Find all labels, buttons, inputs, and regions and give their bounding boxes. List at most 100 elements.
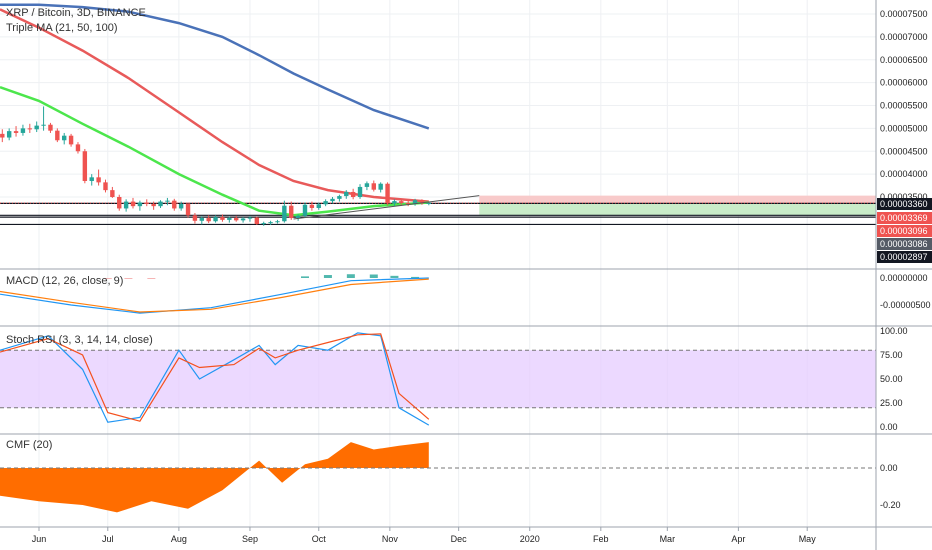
- price-tick-label: 0.00007500: [880, 9, 928, 19]
- candle: [357, 184, 363, 199]
- candle-body: [34, 125, 39, 130]
- candle-body: [405, 202, 411, 204]
- position-risk-zone[interactable]: [479, 195, 876, 203]
- time-tick-label: Jun: [32, 534, 47, 544]
- candle: [240, 217, 246, 223]
- candle-body: [199, 218, 205, 221]
- trendline[interactable]: [293, 195, 480, 220]
- time-tick-label: Feb: [593, 534, 609, 544]
- candle-body: [130, 201, 136, 207]
- indicator-title: Triple MA (21, 50, 100): [6, 22, 117, 34]
- candle: [82, 148, 88, 184]
- stoch-panel[interactable]: Stoch RSI (3, 3, 14, 14, close): [0, 332, 876, 426]
- candle: [309, 201, 315, 211]
- macd-bar: [147, 278, 156, 279]
- candle: [68, 133, 74, 147]
- position-reward-zone[interactable]: [479, 202, 876, 216]
- price-tick-label: 0.00005000: [880, 123, 928, 133]
- candle-body: [385, 183, 390, 204]
- time-axis[interactable]: Jun Jul Aug Sep Oct Nov Dec 2020 Feb Mar Apr May: [32, 527, 816, 544]
- candle: [323, 199, 328, 207]
- candle-body: [165, 200, 170, 202]
- candle-body: [206, 218, 211, 222]
- candle: [337, 194, 342, 202]
- candle-body: [364, 183, 370, 187]
- candle: [254, 216, 260, 225]
- candle: [27, 123, 33, 133]
- cmf-panel[interactable]: CMF (20): [0, 439, 876, 513]
- candle-body: [185, 203, 191, 216]
- candles: [0, 106, 432, 226]
- candle-body: [158, 201, 163, 207]
- candle-body: [392, 201, 397, 204]
- candle-body: [20, 128, 26, 133]
- candle: [302, 202, 308, 218]
- candle-body: [137, 202, 143, 207]
- macd-bar: [103, 278, 112, 279]
- candle: [13, 126, 19, 137]
- time-tick-label: Nov: [382, 534, 399, 544]
- stoch-tick-label: 0.00: [880, 422, 898, 432]
- price-tick-label: 0.00004500: [880, 146, 928, 156]
- candle-body: [371, 183, 376, 190]
- candle-body: [350, 191, 356, 197]
- candle: [378, 182, 383, 193]
- macd-panel[interactable]: MACD (12, 26, close, 9): [0, 274, 429, 314]
- candle-body: [68, 135, 74, 145]
- price-tick-label: 0.00007000: [880, 32, 928, 42]
- price-axis[interactable]: 0.00007500 0.00007000 0.00006500 0.00006000…: [877, 9, 932, 510]
- candle-body: [13, 131, 19, 133]
- candle-body: [357, 186, 363, 197]
- candle-body: [261, 223, 266, 225]
- macd-tick-label: 0.00000000: [880, 273, 928, 283]
- candle-body: [27, 128, 33, 130]
- candle-body: [295, 215, 301, 219]
- candle: [213, 215, 218, 223]
- price-panel[interactable]: XRP / Bitcoin, 3D, BINANCE Triple MA (21…: [0, 3, 876, 226]
- time-tick-label: Apr: [731, 534, 745, 544]
- candle: [165, 197, 170, 206]
- stoch-title: Stoch RSI (3, 3, 14, 14, close): [6, 334, 153, 346]
- candle-body: [337, 196, 342, 199]
- candle: [344, 190, 349, 199]
- candle: [330, 197, 335, 204]
- candle: [158, 200, 163, 208]
- candle: [55, 128, 60, 143]
- candle: [405, 200, 411, 207]
- candle-body: [89, 177, 94, 181]
- candle: [295, 214, 301, 221]
- stoch-tick-label: 100.00: [880, 326, 908, 336]
- price-tick-label: 0.00006000: [880, 78, 928, 88]
- time-tick-label: 2020: [520, 534, 540, 544]
- candle-body: [110, 190, 115, 197]
- candle: [192, 213, 198, 224]
- candle-body: [419, 200, 425, 204]
- candle: [178, 201, 184, 211]
- candle: [399, 199, 404, 205]
- candle: [233, 215, 239, 222]
- candle-body: [55, 130, 60, 141]
- candle: [20, 124, 26, 136]
- candle: [268, 220, 273, 225]
- stoch-tick-label: 75.00: [880, 350, 903, 360]
- macd-line: [0, 277, 429, 314]
- price-tag-label: 0.00003360: [880, 199, 928, 209]
- ma-21-line: [0, 86, 429, 217]
- time-tick-label: Oct: [312, 534, 327, 544]
- candle: [172, 198, 177, 211]
- candle: [117, 194, 122, 211]
- price-tag-bg: [877, 251, 932, 263]
- candle-body: [378, 183, 383, 190]
- macd-bar: [300, 276, 309, 278]
- candle-body: [0, 133, 5, 138]
- candle-body: [213, 217, 218, 222]
- stoch-tick-label: 50.00: [880, 374, 903, 384]
- price-tag-label: 0.00003086: [880, 239, 928, 249]
- price-tag-label: 0.00002897: [880, 252, 928, 262]
- candle-body: [282, 205, 287, 222]
- candle-body: [316, 204, 321, 208]
- candle-body: [309, 204, 315, 208]
